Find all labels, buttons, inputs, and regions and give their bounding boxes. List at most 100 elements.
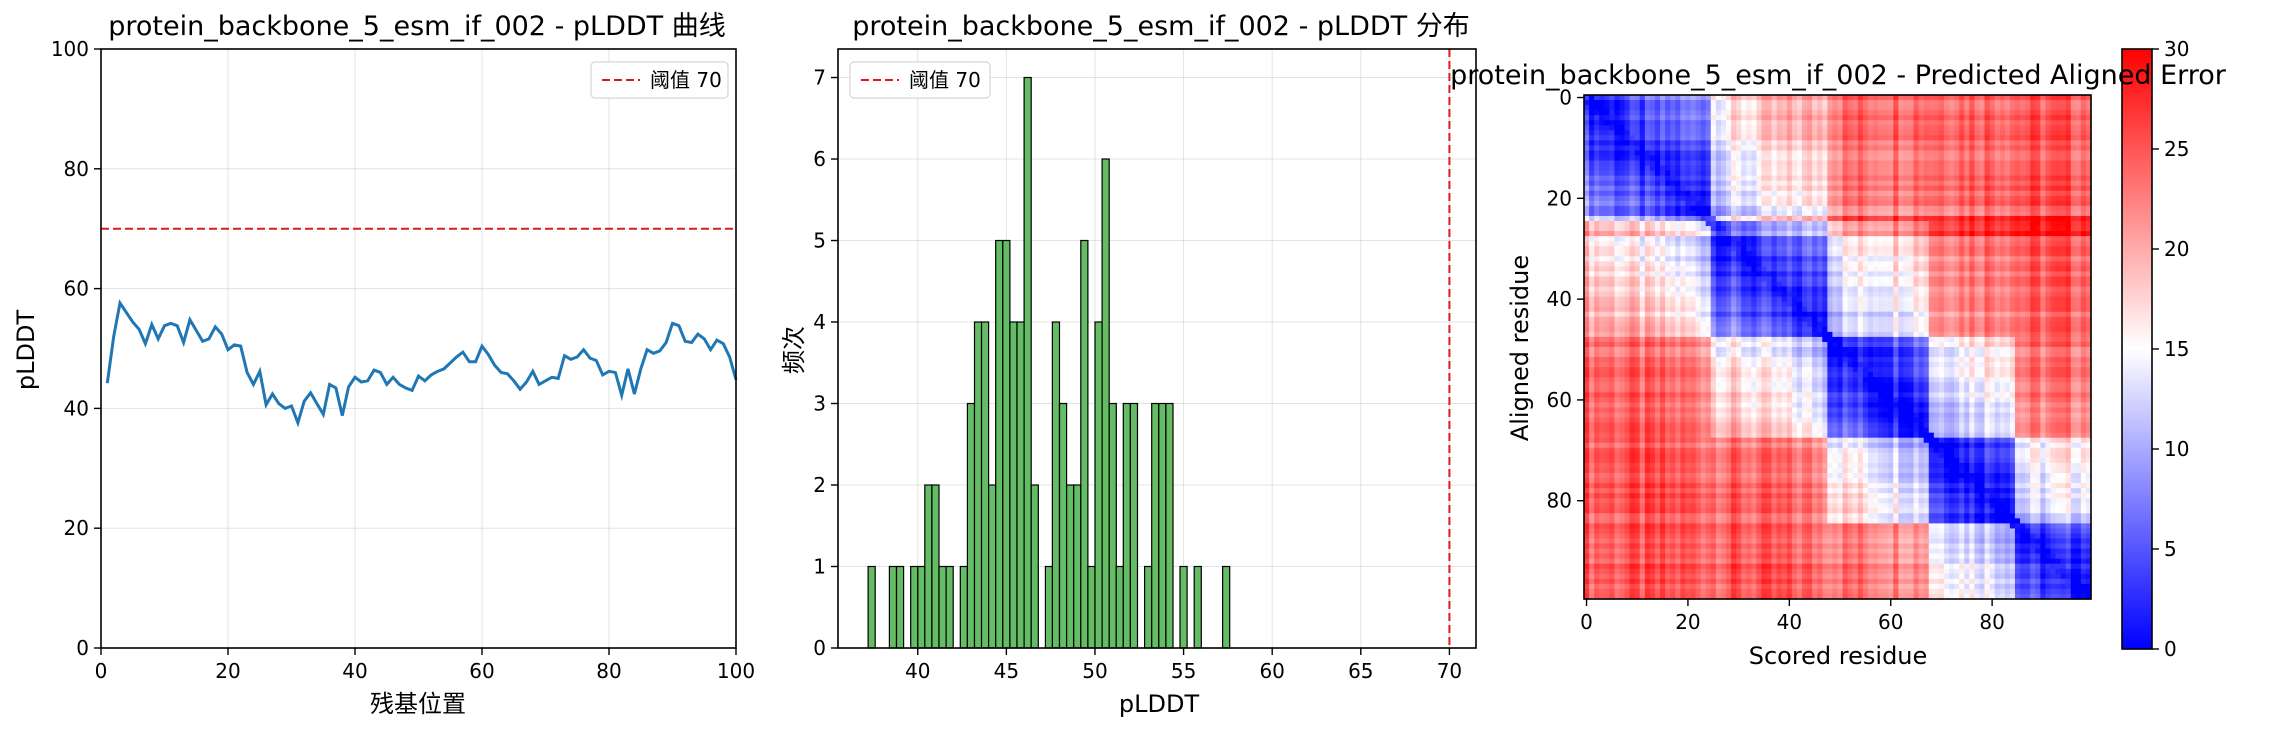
pae-cell (1843, 216, 1849, 222)
pae-cell (1919, 302, 1925, 308)
pae-cell (1706, 297, 1712, 303)
pae-cell (2076, 251, 2082, 257)
pae-cell (2025, 297, 2031, 303)
pae-cell (1625, 276, 1631, 282)
pae-cell (1903, 231, 1909, 237)
pae-cell (1690, 171, 1696, 177)
pae-cell (1756, 246, 1762, 252)
pae-cell (1843, 211, 1849, 217)
pae-cell (1817, 105, 1823, 111)
pae-cell (1604, 150, 1610, 156)
pae-cell (1711, 171, 1717, 177)
pae-cell (1670, 302, 1676, 308)
pae-cell (1761, 332, 1767, 338)
pae-cell (2061, 246, 2067, 252)
pae-cell (1863, 261, 1869, 267)
pae-cell (1706, 271, 1712, 277)
pae-cell (1782, 317, 1788, 323)
histogram-bar (1003, 241, 1010, 649)
pae-cell (1985, 287, 1991, 293)
pae-cell (2040, 322, 2046, 328)
pae-cell (1792, 171, 1798, 177)
pae-cell (1944, 105, 1950, 111)
pae-cell (1888, 181, 1894, 187)
pae-cell (1817, 155, 1823, 161)
pae-cell (1584, 241, 1590, 247)
pae-cell (1964, 110, 1970, 116)
pae-cell (1635, 120, 1641, 126)
pae-cell (2040, 145, 2046, 151)
pae-cell (1726, 135, 1732, 141)
pae-cell (1696, 337, 1702, 343)
pae-cell (1645, 302, 1651, 308)
pae-cell (1832, 312, 1838, 318)
pae-cell (1604, 171, 1610, 177)
pae-cell (1979, 251, 1985, 257)
pae-cell (1853, 186, 1859, 192)
pae-cell (1640, 276, 1646, 282)
pae-cell (2071, 271, 2077, 277)
pae-cell (1817, 226, 1823, 232)
pae-cell (2040, 231, 2046, 237)
pae-cell (1701, 140, 1707, 146)
pae-cell (1756, 221, 1762, 227)
pae-cell (1726, 292, 1732, 298)
pae-cell (1660, 186, 1666, 192)
pae-cell (1797, 226, 1803, 232)
pae-cell (1604, 161, 1610, 167)
pae-cell (1812, 266, 1818, 272)
pae-cell (2081, 261, 2087, 267)
pae-cell (1888, 166, 1894, 172)
histogram-bars (868, 78, 1230, 649)
pae-cell (1777, 140, 1783, 146)
pae-cell (1696, 271, 1702, 277)
pae-cell (1741, 120, 1747, 126)
pae-cell (1898, 181, 1904, 187)
pae-cell (1863, 181, 1869, 187)
pae-cell (1934, 292, 1940, 298)
pae-cell (1706, 317, 1712, 323)
pae-cell (1929, 166, 1935, 172)
pae-cell (2035, 256, 2041, 262)
pae-cell (1746, 322, 1752, 328)
pae-cell (1594, 332, 1600, 338)
pae-cell (1929, 307, 1935, 313)
pae-cell (1888, 110, 1894, 116)
pae-cell (1711, 135, 1717, 141)
pae-cell (1995, 297, 2001, 303)
pae-cell (1670, 256, 1676, 262)
pae-cell (1858, 100, 1864, 106)
pae-cell (1660, 191, 1666, 197)
pae-cell (1939, 115, 1945, 121)
pae-cell (1812, 312, 1818, 318)
pae-cell (1863, 186, 1869, 192)
pae-cell (1908, 271, 1914, 277)
pae-cell (1716, 332, 1722, 338)
pae-cell (1924, 176, 1930, 182)
pae-cell (1650, 231, 1656, 237)
pae-cell (1827, 241, 1833, 247)
pae-cell (1726, 191, 1732, 197)
pae-cell (1969, 161, 1975, 167)
pae-cell (1726, 100, 1732, 106)
pae-cell (1701, 150, 1707, 156)
pae-cell (1614, 95, 1620, 101)
pae-cell (1589, 241, 1595, 247)
pae-cell (1838, 251, 1844, 257)
pae-cell (1898, 196, 1904, 202)
pae-cell (2005, 327, 2011, 333)
pae-cell (1650, 281, 1656, 287)
pae-cell (1848, 105, 1854, 111)
pae-cell (1797, 251, 1803, 257)
pae-cell (1751, 201, 1757, 207)
pae-cell (1974, 256, 1980, 262)
pae-cell (1939, 231, 1945, 237)
pae-cell (1812, 125, 1818, 131)
pae-cell (1934, 327, 1940, 333)
pae-cell (2020, 297, 2026, 303)
pae-cell (2071, 105, 2077, 111)
pae-cell (1665, 211, 1671, 217)
pae-cell (1848, 302, 1854, 308)
pae-cell (1701, 271, 1707, 277)
pae-cell (2076, 256, 2082, 262)
